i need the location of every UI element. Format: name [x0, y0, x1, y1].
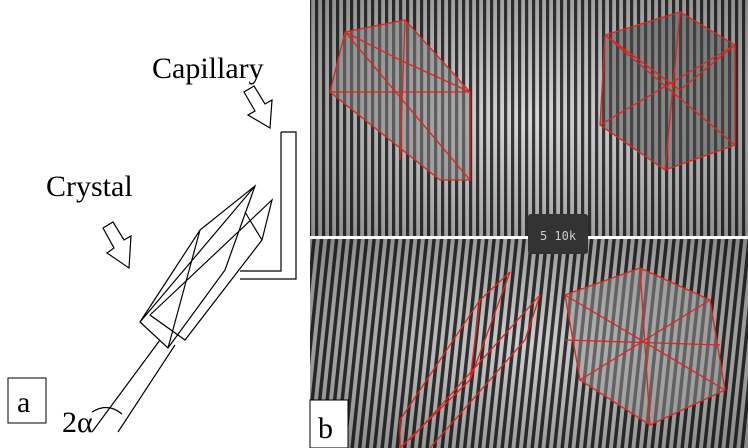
- photos-b: 5 10k b: [310, 0, 748, 448]
- figure: Capillary Crystal a 2α 5 10k b: [0, 0, 748, 448]
- capillary-label: Capillary: [152, 52, 264, 85]
- beam-cone: [92, 340, 175, 432]
- panel-a-label: a: [17, 386, 30, 419]
- counter-label: 5 10k: [540, 229, 577, 243]
- angle-label: 2α: [62, 406, 93, 439]
- crystal-arrow: [103, 222, 131, 268]
- crystal-shape: [140, 186, 272, 348]
- capillary-arrow: [244, 86, 272, 128]
- panel-b-label: b: [318, 412, 333, 445]
- diagram-a: Capillary Crystal a 2α: [8, 52, 296, 439]
- crystal-label: Crystal: [46, 170, 133, 203]
